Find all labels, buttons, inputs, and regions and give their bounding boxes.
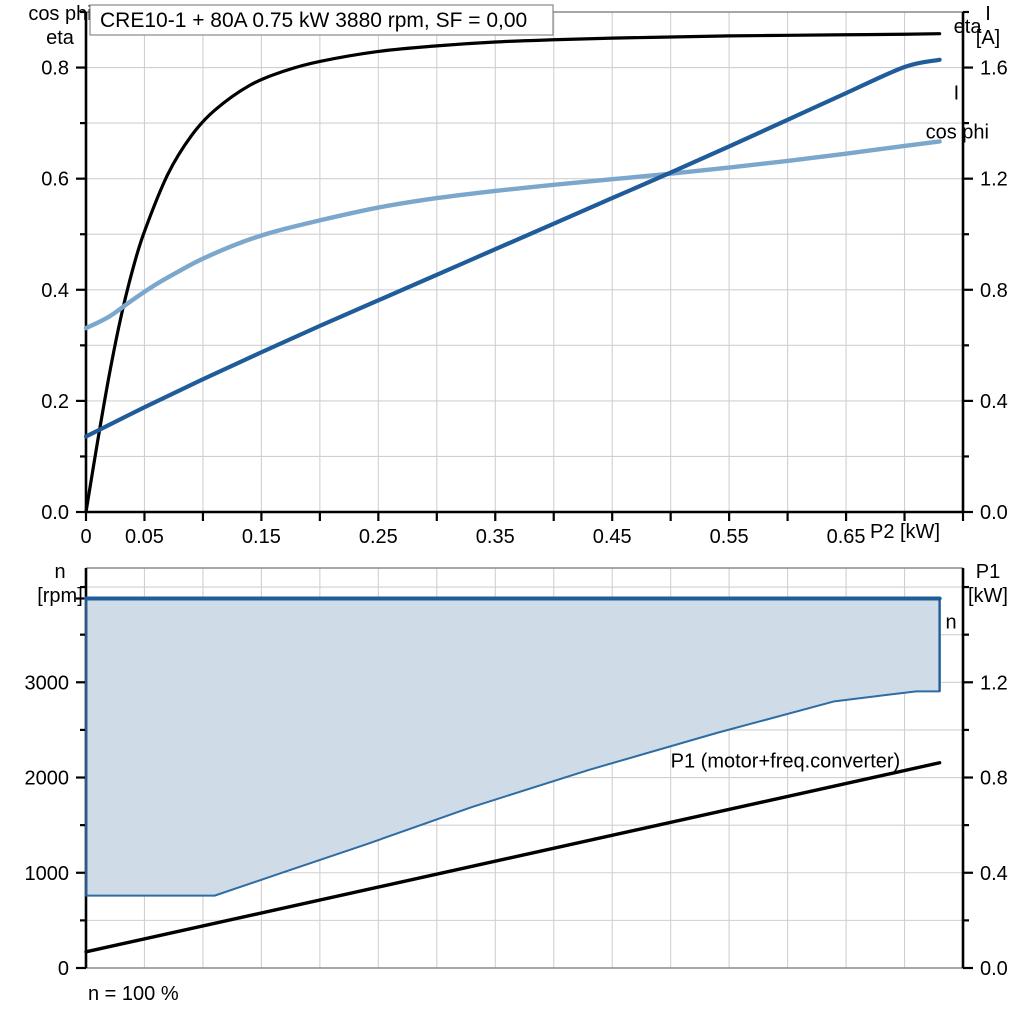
lower-chart-curves: n P1 (motor+freq.converter)	[84, 596, 957, 954]
x-tick-label: 0.25	[359, 526, 398, 548]
annotation-cos-phi: cos phi	[926, 121, 989, 143]
upper-chart-tick-labels: 0 0.05 0.15 0.25 0.35 0.45 0.55 0.65 0.0 0.2 0.4 0.…	[41, 58, 1008, 548]
lower-right-axis-label-line2: [kW]	[968, 585, 1008, 607]
y-tick-label-left: 0.8	[41, 58, 69, 80]
x-tick-label: 0	[80, 526, 91, 548]
annotation-P1--motor-freq-converter-: P1 (motor+freq.converter)	[671, 750, 901, 772]
y-tick-label-left: 0.0	[41, 502, 69, 524]
y-tick-label-right: 0.0	[980, 958, 1008, 980]
lower-right-axis-label-line1: P1	[976, 561, 1000, 583]
x-tick-label: 0.35	[476, 526, 515, 548]
y-tick-label-right: 0.4	[980, 863, 1008, 885]
lower-left-axis-label-line1: n	[54, 561, 65, 583]
upper-x-axis-label: P2 [kW]	[870, 521, 940, 543]
x-tick-label: 0.55	[710, 526, 749, 548]
title-box	[89, 4, 554, 36]
curve-cos-phi	[83, 139, 942, 331]
annotation-eta: eta	[954, 16, 983, 38]
lower-chart: 0 1000 2000 3000 0.0 0.4 0.8 1.2 n P1 (motor+fre…	[25, 561, 1009, 1005]
speed-envelope-area	[86, 598, 940, 896]
y-tick-label-left: 2000	[25, 768, 70, 790]
upper-chart: 0 0.05 0.15 0.25 0.35 0.45 0.55 0.65 0.0 0.2 0.4 0.…	[28, 3, 1008, 548]
y-tick-label-right: 1.2	[980, 169, 1008, 191]
upper-left-axis-label-line2: eta	[46, 27, 75, 49]
upper-chart-gridlines	[86, 12, 963, 512]
annotation-I: I	[954, 83, 960, 105]
upper-chart-ticks	[76, 10, 973, 521]
curve-eta	[84, 32, 942, 514]
y-tick-label-right: 1.6	[980, 58, 1008, 80]
annotation-n: n	[945, 611, 956, 633]
lower-chart-tick-labels: 0 1000 2000 3000 0.0 0.4 0.8 1.2	[25, 672, 1008, 980]
y-tick-label-left: 0.2	[41, 391, 69, 413]
footer-note: n = 100 %	[88, 983, 179, 1005]
y-tick-label-left: 0	[58, 958, 69, 980]
lower-left-axis-label-line2: [rpm]	[37, 585, 83, 607]
curve-n-envelope-lower	[85, 690, 941, 897]
curve-I	[83, 57, 942, 439]
x-tick-label: 0.45	[593, 526, 632, 548]
upper-right-axis-label-line2: [A]	[976, 27, 1000, 49]
x-tick-label: 0.15	[242, 526, 281, 548]
y-tick-label-right: 0.0	[980, 502, 1008, 524]
y-tick-label-right: 0.8	[980, 280, 1008, 302]
y-tick-label-right: 1.2	[980, 672, 1008, 694]
y-tick-label-left: 3000	[25, 672, 70, 694]
y-tick-label-right: 0.8	[980, 768, 1008, 790]
chart-title: CRE10-1 + 80A 0.75 kW 3880 rpm, SF = 0,0…	[100, 9, 527, 32]
y-tick-label-left: 0.4	[41, 280, 69, 302]
y-tick-label-right: 0.4	[980, 391, 1008, 413]
y-tick-label-left: 1000	[25, 863, 70, 885]
x-tick-label: 0.05	[125, 526, 164, 548]
upper-left-axis-label-line1: cos phi	[28, 3, 91, 25]
upper-right-axis-label-line1: I	[985, 3, 991, 25]
x-tick-label: 0.65	[827, 526, 866, 548]
y-tick-label-left: 0.6	[41, 169, 69, 191]
curve-P1	[84, 761, 942, 954]
lower-chart-speed-envelope-fill	[86, 598, 940, 896]
